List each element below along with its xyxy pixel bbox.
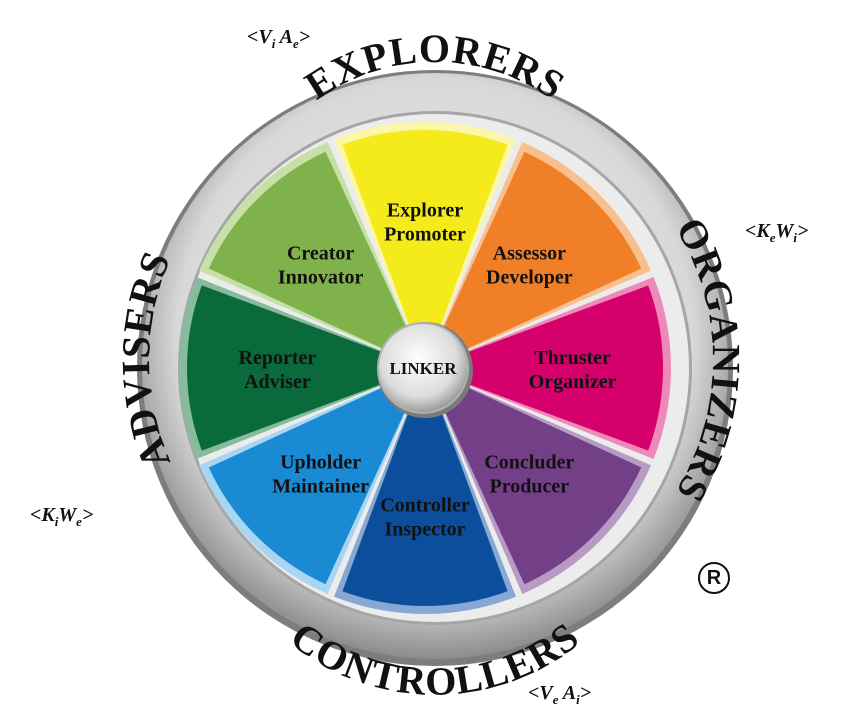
segment-1-label: Assessor Developer <box>486 243 573 289</box>
segment-0-label: Explorer Promoter <box>384 199 466 245</box>
segment-5-label: Upholder Maintainer <box>272 451 369 497</box>
segment-6-label: Reporter Adviser <box>239 347 317 393</box>
segment-1 <box>439 151 642 354</box>
segment-2 <box>456 285 664 451</box>
segments-group: Explorer Promoter Assessor Developer Thruste… <box>178 122 671 614</box>
segment-3 <box>439 382 642 585</box>
hub <box>377 322 469 414</box>
segment-7-label: Creator Innovator <box>278 243 364 289</box>
segment-7 <box>208 151 411 354</box>
corner-label-top: <Vi Ae> <box>247 26 311 51</box>
hub-label: LINKER <box>389 359 457 378</box>
segment-0 <box>342 130 508 337</box>
corner-label-bottom: <Ve Ai> <box>528 682 592 707</box>
segment-3-label: Concluder Producer <box>484 451 574 497</box>
registered-mark-icon: R <box>698 562 730 594</box>
corner-label-left: <KiWe> <box>30 504 94 529</box>
segment-6 <box>187 285 394 451</box>
corner-label-right: <KeWi> <box>745 220 809 245</box>
segment-5 <box>208 382 411 585</box>
segment-4-label: Controller Inspector <box>380 495 470 541</box>
segment-4 <box>342 399 508 607</box>
segment-2-label: Thruster Organizer <box>529 347 617 393</box>
